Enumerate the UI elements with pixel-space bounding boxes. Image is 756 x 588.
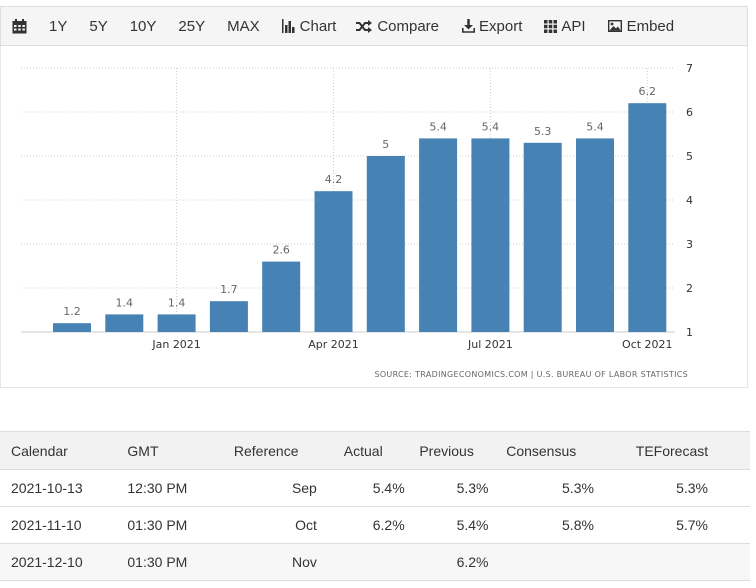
y-tick-label: 2	[686, 282, 693, 295]
bar[interactable]	[471, 138, 510, 332]
col-actual: Actual	[321, 431, 405, 470]
bar-value-label: 4.2	[325, 173, 343, 186]
embed-button[interactable]: Embed	[607, 17, 675, 35]
cell-reference: Nov	[215, 543, 322, 581]
x-tick-label: Jan 2021	[151, 338, 200, 351]
range-1y-button[interactable]: 1Y	[49, 17, 68, 35]
range-5y-button[interactable]: 5Y	[89, 17, 108, 35]
cell-actual	[321, 543, 405, 581]
bar[interactable]	[262, 261, 301, 332]
table-row: 2021-10-13 12:30 PM Sep 5.4% 5.3% 5.3% 5…	[0, 469, 750, 507]
export-button-label: Export	[479, 17, 523, 35]
table-row: 2021-11-10 01:30 PM Oct 6.2% 5.4% 5.8% 5…	[0, 506, 750, 544]
x-tick-label: Jul 2021	[467, 338, 513, 351]
chart-button-label: Chart	[299, 17, 337, 35]
compare-button-label: Compare	[377, 17, 440, 35]
cell-gmt: 12:30 PM	[117, 469, 216, 507]
col-previous: Previous	[404, 431, 489, 470]
cell-teforecast: 5.3%	[593, 469, 750, 507]
calendar-icon[interactable]	[12, 18, 27, 34]
export-button[interactable]: Export	[462, 18, 522, 35]
y-tick-label: 4	[686, 194, 693, 207]
cell-consensus: 5.3%	[488, 469, 594, 507]
cell-gmt: 01:30 PM	[117, 543, 216, 581]
cell-reference: Sep	[215, 469, 322, 507]
chart-toolbar: 1Y 5Y 10Y 25Y MAX Chart Compare Export A…	[0, 6, 748, 46]
y-tick-label: 5	[686, 150, 693, 163]
bar[interactable]	[628, 103, 667, 332]
bar-value-label: 5.3	[534, 125, 552, 138]
bar[interactable]	[157, 314, 196, 332]
bar-value-label: 6.2	[639, 85, 657, 98]
bar-value-label: 5.4	[482, 120, 500, 133]
bars	[53, 103, 667, 332]
bar[interactable]	[523, 142, 562, 332]
bar-chart: 1.2 1.4 1.4 1.7 2.6 4.2 5 5.4 5.4 5.3 5.4 6.2 1 2 3 4 5…	[21, 62, 693, 379]
col-reference: Reference	[215, 431, 322, 470]
col-calendar: Calendar	[0, 431, 118, 470]
bar-value-label: 1.2	[63, 305, 81, 318]
range-10y-button[interactable]: 10Y	[129, 17, 157, 35]
range-max-button[interactable]: MAX	[227, 17, 260, 35]
cell-consensus: 5.8%	[488, 506, 594, 544]
bar-value-label: 1.7	[220, 283, 238, 296]
x-tick-label: Oct 2021	[622, 338, 673, 351]
bar[interactable]	[366, 156, 405, 332]
compare-button[interactable]: Compare	[356, 18, 439, 35]
embed-button-label: Embed	[626, 17, 675, 35]
cell-previous: 6.2%	[404, 543, 489, 581]
cell-gmt: 01:30 PM	[117, 506, 216, 544]
bar[interactable]	[53, 323, 91, 332]
bar-value-label: 5.4	[586, 120, 604, 133]
bar[interactable]	[105, 314, 144, 332]
y-tick-label: 1	[686, 326, 693, 339]
cell-consensus	[488, 543, 594, 581]
col-teforecast: TEForecast	[593, 431, 750, 470]
value-labels: 1.2 1.4 1.4 1.7 2.6 4.2 5 5.4 5.4 5.3 5.4 6.2	[63, 85, 656, 318]
grid-icon	[544, 19, 558, 33]
calendar-table: Calendar GMT Reference Actual Previous C…	[0, 431, 750, 581]
cell-previous: 5.4%	[404, 506, 489, 544]
x-tick-label: Apr 2021	[308, 338, 359, 351]
col-gmt: GMT	[117, 431, 216, 470]
bar[interactable]	[314, 191, 353, 332]
cell-teforecast	[593, 543, 750, 581]
bar[interactable]	[576, 138, 614, 332]
cell-calendar: 2021-10-13	[0, 469, 118, 507]
download-icon	[462, 19, 476, 33]
range-25y-button[interactable]: 25Y	[178, 17, 206, 35]
cell-actual: 6.2%	[321, 506, 405, 544]
bar-value-label: 1.4	[168, 296, 186, 309]
api-button-label: API	[561, 17, 586, 35]
bar[interactable]	[419, 138, 458, 332]
bar-value-label: 5	[382, 138, 389, 151]
bar-value-label: 5.4	[429, 120, 447, 133]
image-icon	[607, 20, 622, 32]
cell-actual: 5.4%	[321, 469, 405, 507]
table-header-row: Calendar GMT Reference Actual Previous C…	[0, 431, 750, 470]
api-button[interactable]: API	[544, 17, 586, 35]
bar-chart-icon	[281, 19, 296, 33]
y-tick-label: 6	[686, 106, 693, 119]
cell-calendar: 2021-11-10	[0, 506, 118, 544]
chart-source: SOURCE: TRADINGECONOMICS.COM | U.S. BURE…	[374, 370, 688, 379]
cell-teforecast: 5.7%	[593, 506, 750, 544]
y-tick-label: 7	[686, 62, 693, 75]
chart-panel: 1.2 1.4 1.4 1.7 2.6 4.2 5 5.4 5.4 5.3 5.4 6.2 1 2 3 4 5…	[0, 46, 748, 388]
cell-calendar: 2021-12-10	[0, 543, 118, 581]
cell-previous: 5.3%	[404, 469, 489, 507]
y-axis-ticks: 1 2 3 4 5 6 7	[686, 62, 693, 339]
y-tick-label: 3	[686, 238, 693, 251]
shuffle-icon	[356, 19, 373, 33]
table-row: 2021-12-10 01:30 PM Nov 6.2%	[0, 543, 750, 581]
x-axis-ticks: Jan 2021 Apr 2021 Jul 2021 Oct 2021	[151, 338, 672, 351]
cell-reference: Oct	[215, 506, 322, 544]
bar[interactable]	[209, 301, 248, 332]
bar-value-label: 2.6	[272, 244, 290, 257]
chart-button[interactable]: Chart	[281, 17, 337, 35]
col-consensus: Consensus	[488, 431, 594, 470]
bar-value-label: 1.4	[116, 296, 134, 309]
